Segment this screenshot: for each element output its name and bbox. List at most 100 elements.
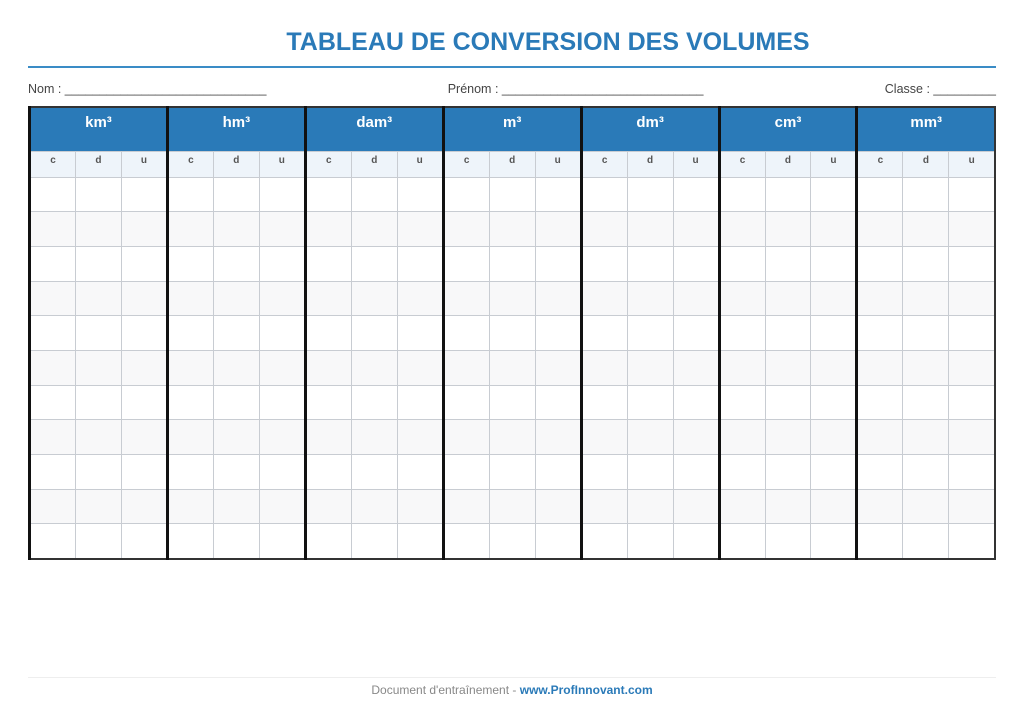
- table-cell[interactable]: [855, 384, 904, 421]
- table-cell[interactable]: [488, 523, 536, 560]
- table-cell[interactable]: [165, 419, 214, 455]
- table-cell[interactable]: [350, 523, 398, 560]
- table-cell[interactable]: [258, 419, 306, 455]
- table-cell[interactable]: [764, 245, 812, 282]
- table-cell[interactable]: [488, 419, 536, 455]
- table-cell[interactable]: [948, 349, 996, 386]
- table-cell[interactable]: [212, 176, 260, 213]
- table-cell[interactable]: [120, 349, 168, 386]
- table-cell[interactable]: [948, 280, 996, 317]
- table-cell[interactable]: [396, 523, 444, 560]
- table-cell[interactable]: [350, 176, 398, 213]
- table-cell[interactable]: [948, 211, 996, 247]
- table-cell[interactable]: [626, 176, 674, 213]
- table-cell[interactable]: [764, 211, 812, 247]
- table-cell[interactable]: [28, 454, 76, 490]
- table-cell[interactable]: [626, 419, 674, 455]
- table-cell[interactable]: [441, 523, 490, 560]
- table-cell[interactable]: [855, 523, 904, 560]
- table-cell[interactable]: [672, 384, 720, 421]
- table-cell[interactable]: [810, 245, 858, 282]
- table-cell[interactable]: [74, 315, 122, 351]
- table-cell[interactable]: [303, 488, 352, 525]
- table-cell[interactable]: [165, 349, 214, 386]
- table-cell[interactable]: [672, 349, 720, 386]
- table-cell[interactable]: [810, 488, 858, 525]
- table-cell[interactable]: [717, 454, 766, 490]
- table-cell[interactable]: [902, 454, 950, 490]
- table-cell[interactable]: [120, 245, 168, 282]
- table-cell[interactable]: [350, 454, 398, 490]
- table-cell[interactable]: [258, 349, 306, 386]
- table-cell[interactable]: [948, 245, 996, 282]
- table-cell[interactable]: [626, 211, 674, 247]
- table-cell[interactable]: [212, 349, 260, 386]
- table-cell[interactable]: [28, 349, 76, 386]
- table-cell[interactable]: [534, 245, 582, 282]
- table-cell[interactable]: [74, 454, 122, 490]
- table-cell[interactable]: [28, 315, 76, 351]
- table-cell[interactable]: [534, 315, 582, 351]
- table-cell[interactable]: [165, 523, 214, 560]
- table-cell[interactable]: [350, 280, 398, 317]
- table-cell[interactable]: [855, 419, 904, 455]
- table-cell[interactable]: [626, 280, 674, 317]
- table-cell[interactable]: [441, 384, 490, 421]
- table-cell[interactable]: [165, 211, 214, 247]
- table-cell[interactable]: [672, 176, 720, 213]
- table-cell[interactable]: [28, 245, 76, 282]
- table-cell[interactable]: [810, 211, 858, 247]
- table-cell[interactable]: [488, 245, 536, 282]
- table-cell[interactable]: [488, 454, 536, 490]
- table-cell[interactable]: [717, 384, 766, 421]
- table-cell[interactable]: [350, 419, 398, 455]
- table-cell[interactable]: [441, 488, 490, 525]
- table-cell[interactable]: [303, 523, 352, 560]
- table-cell[interactable]: [855, 488, 904, 525]
- table-cell[interactable]: [902, 384, 950, 421]
- table-cell[interactable]: [28, 211, 76, 247]
- table-cell[interactable]: [534, 280, 582, 317]
- table-cell[interactable]: [212, 523, 260, 560]
- table-cell[interactable]: [74, 245, 122, 282]
- table-cell[interactable]: [396, 315, 444, 351]
- table-cell[interactable]: [120, 384, 168, 421]
- table-cell[interactable]: [579, 419, 628, 455]
- table-cell[interactable]: [672, 523, 720, 560]
- table-cell[interactable]: [626, 384, 674, 421]
- table-cell[interactable]: [902, 523, 950, 560]
- table-cell[interactable]: [258, 315, 306, 351]
- table-cell[interactable]: [258, 454, 306, 490]
- table-cell[interactable]: [212, 280, 260, 317]
- table-cell[interactable]: [396, 211, 444, 247]
- table-cell[interactable]: [258, 384, 306, 421]
- table-cell[interactable]: [28, 523, 76, 560]
- table-cell[interactable]: [948, 454, 996, 490]
- table-cell[interactable]: [579, 211, 628, 247]
- table-cell[interactable]: [303, 454, 352, 490]
- table-cell[interactable]: [626, 488, 674, 525]
- table-cell[interactable]: [626, 454, 674, 490]
- table-cell[interactable]: [764, 349, 812, 386]
- table-cell[interactable]: [258, 176, 306, 213]
- table-cell[interactable]: [534, 211, 582, 247]
- table-cell[interactable]: [441, 349, 490, 386]
- table-cell[interactable]: [579, 454, 628, 490]
- table-cell[interactable]: [534, 176, 582, 213]
- table-cell[interactable]: [717, 315, 766, 351]
- table-cell[interactable]: [396, 454, 444, 490]
- table-cell[interactable]: [672, 245, 720, 282]
- table-cell[interactable]: [258, 211, 306, 247]
- table-cell[interactable]: [165, 245, 214, 282]
- table-cell[interactable]: [810, 349, 858, 386]
- table-cell[interactable]: [534, 488, 582, 525]
- table-cell[interactable]: [855, 454, 904, 490]
- table-cell[interactable]: [764, 523, 812, 560]
- table-cell[interactable]: [948, 523, 996, 560]
- table-cell[interactable]: [396, 176, 444, 213]
- table-cell[interactable]: [626, 315, 674, 351]
- table-cell[interactable]: [212, 315, 260, 351]
- table-cell[interactable]: [441, 245, 490, 282]
- table-cell[interactable]: [120, 488, 168, 525]
- table-cell[interactable]: [165, 454, 214, 490]
